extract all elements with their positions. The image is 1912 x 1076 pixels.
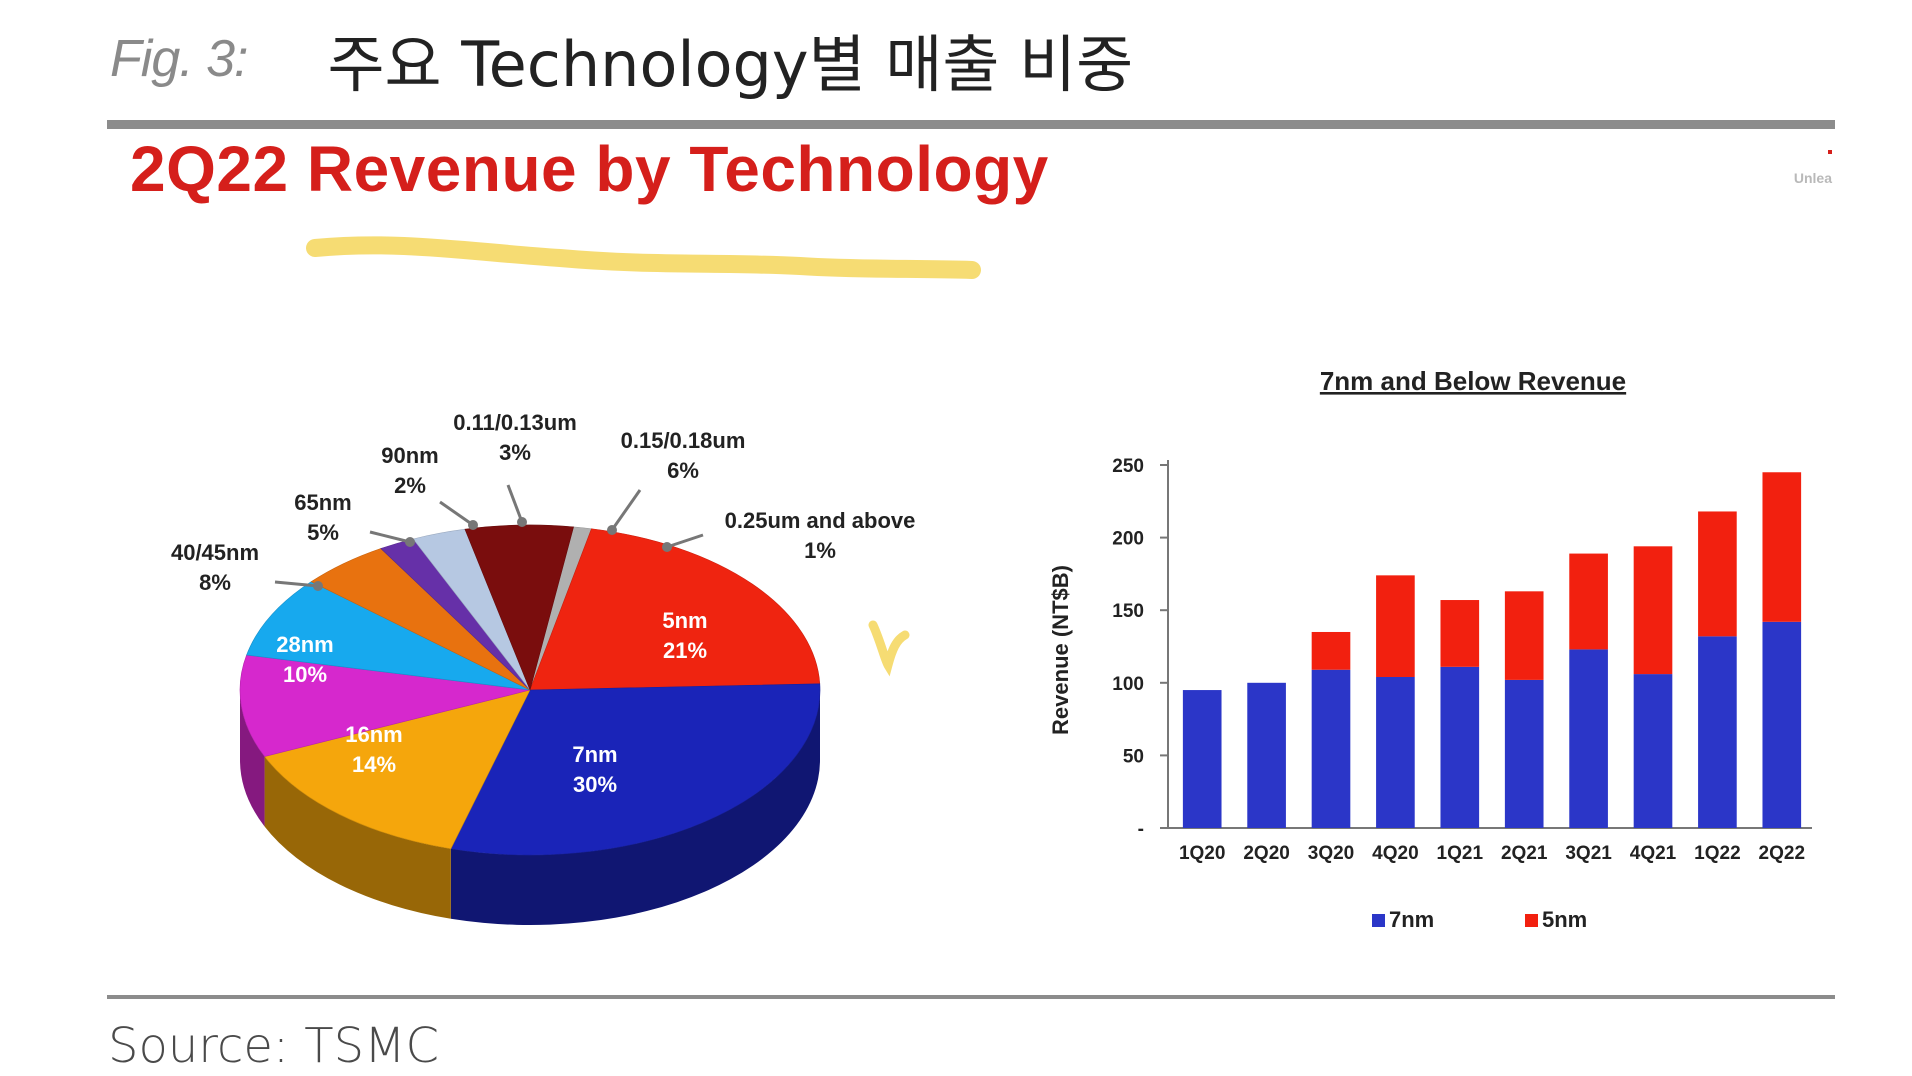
pie-value-16nm: 14% <box>352 752 396 777</box>
pie-value-7nm: 30% <box>573 772 617 797</box>
bar-7nm-3q20 <box>1311 669 1351 828</box>
pie-leader-dot-90nm <box>468 520 478 530</box>
y-tick-label: 100 <box>1112 674 1144 695</box>
x-tick-label: 1Q22 <box>1694 843 1740 864</box>
x-tick-label: 1Q20 <box>1179 843 1225 864</box>
y-tick-label: 250 <box>1112 456 1144 477</box>
bar-5nm-3q21 <box>1569 553 1608 650</box>
pie-leader-0-25um-and-above <box>666 533 704 549</box>
pie-value-65nm: 5% <box>307 520 339 545</box>
bar-5nm-1q22 <box>1698 511 1737 637</box>
bar-5nm-2q21 <box>1504 591 1544 680</box>
y-tick-label: 200 <box>1112 529 1144 550</box>
bar-7nm-4q20 <box>1376 676 1415 828</box>
pie-wall-16nm <box>264 756 451 919</box>
pie-value-0-25um-and-above: 1% <box>804 538 836 563</box>
pie-label-0-25um-and-above: 0.25um and above <box>725 508 916 533</box>
bar-7nm-1q21 <box>1440 666 1480 828</box>
y-tick-label: 150 <box>1112 601 1144 622</box>
bar-7nm-2q22 <box>1762 621 1802 828</box>
bottom-rule <box>107 995 1835 999</box>
x-tick-label: 2Q21 <box>1501 843 1548 864</box>
x-tick-label: 3Q21 <box>1565 843 1612 864</box>
y-tick-label: - <box>1138 819 1144 840</box>
pie-leader-dot-0-25um-and-above <box>662 542 672 552</box>
pie-value-0-11-0-13um: 3% <box>499 440 531 465</box>
pie-slice-7nm <box>450 683 821 856</box>
source-note: Source: TSMC <box>108 1018 440 1074</box>
bar-chart: 7nm and Below Revenue Revenue (NT$B) - 50 10… <box>1048 366 1812 932</box>
x-tick-label: 4Q21 <box>1630 843 1677 864</box>
bar-7nm-3q21 <box>1569 649 1608 828</box>
bar-5nm-3q20 <box>1311 631 1351 670</box>
bar-5nm-4q20 <box>1376 575 1415 677</box>
pie-value-28nm: 10% <box>283 662 327 687</box>
x-tick-label: 4Q20 <box>1372 843 1418 864</box>
pie-label-28nm: 28nm <box>276 632 333 657</box>
pie-label-40-45nm: 40/45nm <box>171 540 259 565</box>
pie-chart: 0.25um and above 1% 5nm 21% 7nm 30% 16nm 14% 28n… <box>171 410 915 925</box>
bar-chart-title: 7nm and Below Revenue <box>1320 366 1626 396</box>
figure-title: 주요 Technology별 매출 비중 <box>327 28 1134 101</box>
y-tick-label: 50 <box>1123 746 1144 767</box>
legend-swatch-7nm <box>1372 914 1385 927</box>
pie-wall-7nm <box>450 690 820 925</box>
y-axis-label: Revenue (NT$B) <box>1048 565 1073 735</box>
pie-label-65nm: 65nm <box>294 490 351 515</box>
corner-text: Unlea <box>1793 170 1832 186</box>
x-tick-label: 3Q20 <box>1308 843 1354 864</box>
bar-5nm-4q21 <box>1633 546 1673 675</box>
legend-swatch-5nm <box>1525 914 1538 927</box>
figure-header: Fig. 3: 주요 Technology별 매출 비중 <box>110 14 1133 104</box>
bar-5nm-1q21 <box>1440 600 1480 667</box>
highlight-stroke <box>306 236 981 279</box>
x-tick-label: 2Q20 <box>1243 843 1289 864</box>
top-rule <box>107 120 1835 129</box>
bar-7nm-1q20 <box>1182 690 1222 828</box>
pie-leader-dot-40-45nm <box>313 581 323 591</box>
figure-label: Fig. 3: <box>110 30 248 88</box>
legend-label-5nm: 5nm <box>1542 907 1587 932</box>
bar-7nm-4q21 <box>1633 674 1673 828</box>
pie-leader-40-45nm <box>274 580 319 588</box>
corner-mark <box>1828 150 1832 154</box>
pie-leader-65nm <box>369 530 411 544</box>
bar-7nm-2q21 <box>1504 679 1544 828</box>
x-tick-label: 1Q21 <box>1437 843 1484 864</box>
pie-leader-dot-0-11-0-13um <box>517 517 527 527</box>
pie-leader-90nm <box>439 500 474 527</box>
pie-label-0-15-0-18um: 0.15/0.18um <box>621 428 746 453</box>
legend-label-7nm: 7nm <box>1389 907 1434 932</box>
pie-slice-5nm <box>529 528 821 691</box>
pie-value-5nm: 21% <box>663 638 707 663</box>
bar-5nm-2q22 <box>1762 472 1802 622</box>
pie-label-7nm: 7nm <box>572 742 617 767</box>
pie-value-90nm: 2% <box>394 473 426 498</box>
pie-leader-0-15-0-18um <box>610 489 642 531</box>
bar-7nm-2q20 <box>1247 682 1286 828</box>
pie-label-0-11-0-13um: 0.11/0.13um <box>453 410 577 435</box>
pie-slice-28nm <box>239 654 531 757</box>
pie-leader-0-11-0-13um <box>506 484 524 523</box>
pie-leader-dot-65nm <box>405 537 415 547</box>
pie-leader-dot-0-15-0-18um <box>607 525 617 535</box>
x-tick-label: 2Q22 <box>1759 843 1805 864</box>
slide-title: 2Q22 Revenue by Technology <box>130 133 1049 205</box>
pie-value-40-45nm: 8% <box>199 570 231 595</box>
pie-slice-16nm <box>264 689 531 850</box>
pie-label-16nm: 16nm <box>345 722 402 747</box>
pie-label-90nm: 90nm <box>381 443 438 468</box>
bar-7nm-1q22 <box>1698 636 1737 828</box>
pie-value-0-15-0-18um: 6% <box>667 458 699 483</box>
handwritten-mark <box>868 620 910 677</box>
pie-label-5nm: 5nm <box>662 608 707 633</box>
